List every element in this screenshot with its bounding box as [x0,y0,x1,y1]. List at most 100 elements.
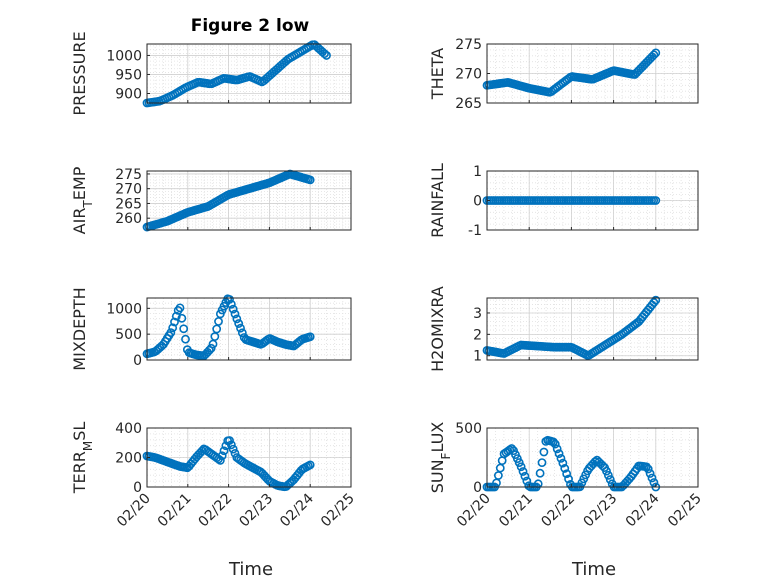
y-tick-label: 275 [115,167,142,183]
y-tick-label: 265 [455,96,482,112]
data-point [507,444,517,453]
data-point [649,50,659,60]
y-axis-label: THETA [428,48,447,100]
data-point [228,304,238,314]
data-point [305,460,315,470]
y-label-part: SL [70,422,89,441]
data-point [558,458,568,468]
x-tick-label: 02/25 [318,491,358,531]
data-point [651,196,661,205]
data-point [522,476,532,486]
y-tick-label: 275 [455,37,482,53]
x-tick-label: 02/25 [665,491,705,531]
data-point [647,473,657,483]
y-tick-label: 270 [455,67,482,83]
data-point [226,299,236,309]
subplot-1: 900 950 1000 PRESSURE [70,31,352,116]
y-axis-label: TERRMSL [70,422,95,495]
data-point [170,317,179,327]
data-point [649,298,659,307]
y-tick-label: 0 [133,480,142,496]
y-label-part: EMP [70,166,89,200]
y-axis-label: SUNFLUX [428,422,453,494]
x-tick-label: 02/23 [581,491,621,531]
data-point [645,469,655,478]
subplot-2: 265 270 275 THETA [428,37,699,112]
y-label-subscript: M [81,441,95,451]
data-point [232,314,242,324]
data-point [179,324,189,334]
y-tick-label: 3 [473,306,482,322]
data-point [217,451,227,461]
data-point [537,458,547,468]
y-tick-label: 500 [115,327,142,343]
y-label-part: SUN [428,459,447,493]
y-label-part: LUX [428,422,447,453]
y-tick-label: 0 [473,480,482,496]
data-point [603,470,613,480]
data-point [516,462,526,472]
data-point [215,455,225,465]
data-point [520,471,530,481]
data-point [206,343,216,353]
data-point [556,453,566,463]
data-point [230,309,240,319]
axes-frame [146,170,352,231]
y-tick-label: 200 [115,451,142,467]
x-tick-label: 02/21 [155,491,195,531]
x-axis-label-right: Time [571,559,616,580]
data-point [322,51,331,60]
y-tick-label: 400 [115,421,142,437]
y-label-subscript: T [81,200,95,209]
data-point [177,313,187,323]
data-point [166,328,176,337]
data-point [605,475,615,484]
x-tick-label: 02/24 [277,490,317,530]
subplot-4: -1 0 1 RAINFALL [428,163,699,239]
y-label-part: TERR [70,451,89,494]
data-point [550,439,560,449]
data-point [305,175,315,185]
data-point [237,328,247,338]
axes-frame [486,427,699,488]
data-point [171,311,181,321]
y-tick-label: 2 [473,327,482,343]
data-point [643,464,653,474]
data-point [554,449,564,459]
y-tick-label: 260 [115,211,142,227]
y-tick-label: 270 [115,182,142,198]
y-label-part: AIR [70,208,89,235]
data-point [651,48,661,58]
data-point [236,323,245,333]
data-point [564,474,573,484]
data-point [228,444,238,454]
x-tick-label: 02/23 [236,491,276,531]
axes-frame [146,43,352,104]
y-tick-label: 1 [473,349,482,365]
subplot-7: 0 200 400 02/20 02/21 02/22 02/23 02/24 02/25 TER… [70,421,358,530]
data-point [219,446,229,456]
data-point [226,440,236,450]
y-axis-label: H2OMIXRA [428,286,447,372]
axes-frame [486,297,699,361]
data-point [560,464,570,473]
data-point [320,49,329,59]
data-point [505,445,515,455]
x-tick-label: 02/24 [623,490,663,530]
data-point [168,323,178,333]
x-tick-label: 02/20 [114,491,154,531]
data-point [552,444,562,454]
data-point [234,319,244,328]
data-point [535,468,545,478]
data-point [181,334,190,344]
x-tick-label: 02/21 [496,491,536,531]
x-tick-label: 02/20 [454,491,494,531]
data-point [204,345,214,355]
data-point [649,478,659,487]
data-point [539,447,549,457]
axes-frame [146,297,352,361]
y-tick-label: 265 [115,196,142,212]
data-point [305,332,315,342]
y-tick-label: -1 [468,223,482,239]
